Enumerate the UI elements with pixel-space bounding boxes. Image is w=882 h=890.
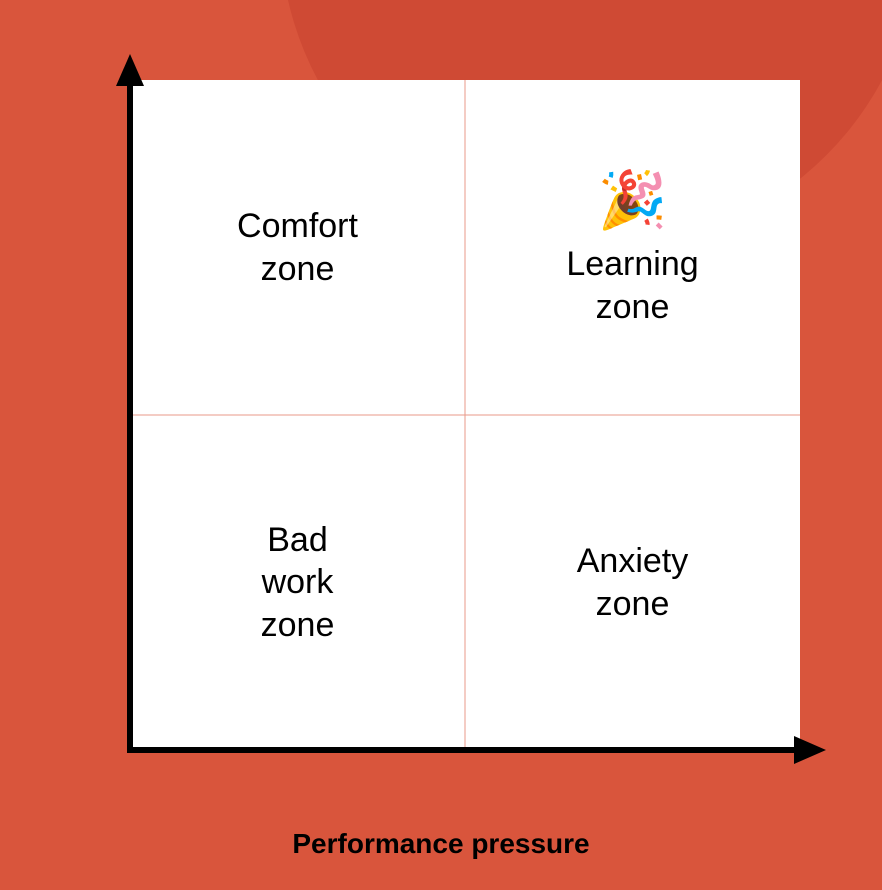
diagram-container: Psychological safety Performance pressur… xyxy=(0,0,882,890)
quadrant-label: Anxiety zone xyxy=(577,540,689,625)
quadrant-bottom-left: Bad work zone xyxy=(130,415,465,750)
chart-area: Comfort zone 🎉 Learning zone Bad work zo… xyxy=(110,60,820,770)
quadrant-label: Learning zone xyxy=(566,243,698,328)
x-axis-label: Performance pressure xyxy=(292,828,589,860)
quadrant-bottom-right: Anxiety zone xyxy=(465,415,800,750)
party-popper-icon: 🎉 xyxy=(598,167,668,233)
quadrant-grid: Comfort zone 🎉 Learning zone Bad work zo… xyxy=(130,80,800,750)
quadrant-label: Comfort zone xyxy=(237,205,358,290)
quadrant-label: Bad work zone xyxy=(261,519,335,647)
quadrant-top-left: Comfort zone xyxy=(130,80,465,415)
quadrant-top-right: 🎉 Learning zone xyxy=(465,80,800,415)
